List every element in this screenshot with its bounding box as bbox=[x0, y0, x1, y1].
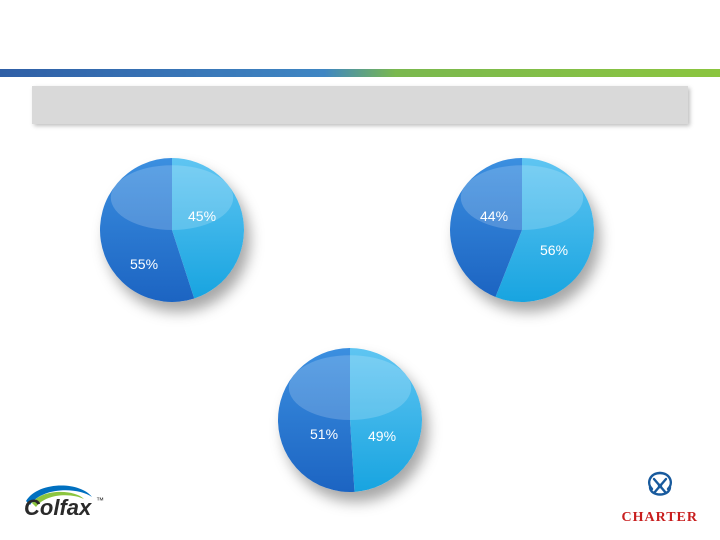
gradient-bar-svg bbox=[0, 69, 720, 77]
colfax-logo-text: Colfax bbox=[24, 495, 92, 520]
header-gradient-bar bbox=[0, 64, 720, 72]
pie-right: 56% 44% bbox=[450, 158, 594, 302]
pie-right-svg bbox=[450, 158, 594, 302]
charter-logo: CHARTER bbox=[621, 469, 698, 526]
pie-bottom: 49% 51% bbox=[278, 348, 422, 492]
colfax-logo-svg: Colfax ™ bbox=[20, 479, 112, 521]
pie-bottom-svg bbox=[278, 348, 422, 492]
pie-right-label-0: 56% bbox=[540, 242, 568, 258]
pie-bottom-label-0: 49% bbox=[368, 428, 396, 444]
pie-bottom-label-1: 51% bbox=[310, 426, 338, 442]
pie-bottom-highlight bbox=[289, 355, 411, 420]
colfax-tm: ™ bbox=[96, 496, 104, 505]
pie-right-label-1: 44% bbox=[480, 208, 508, 224]
pie-left-label-0: 45% bbox=[188, 208, 216, 224]
title-placeholder-box bbox=[32, 86, 688, 124]
colfax-logo: Colfax ™ bbox=[20, 479, 112, 526]
charter-logo-text: CHARTER bbox=[621, 510, 698, 526]
pie-left-svg bbox=[100, 158, 244, 302]
pie-left-label-1: 55% bbox=[130, 256, 158, 272]
charter-logo-icon bbox=[640, 469, 680, 503]
pie-left: 45% 55% bbox=[100, 158, 244, 302]
